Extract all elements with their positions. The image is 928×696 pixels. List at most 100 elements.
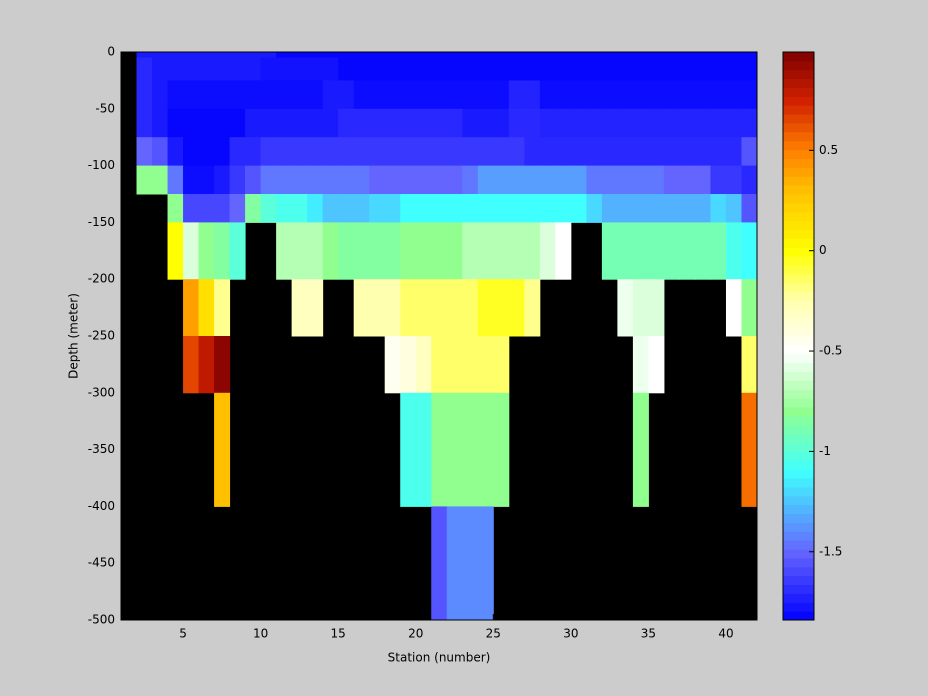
colorbar-swatch	[783, 522, 814, 532]
colorbar-tick-label: 0.5	[819, 143, 838, 157]
heatmap-cell	[741, 392, 758, 507]
colorbar-swatch	[783, 114, 814, 124]
heatmap-cell	[508, 165, 525, 195]
heatmap-cell	[632, 57, 649, 81]
colorbar-swatch	[783, 344, 814, 355]
heatmap-cell	[462, 392, 479, 507]
heatmap-cell	[260, 57, 277, 81]
colorbar-swatch	[783, 407, 814, 417]
heatmap-cell	[586, 57, 603, 81]
heatmap-cell	[400, 165, 417, 195]
heatmap-cell	[245, 52, 262, 59]
heatmap-cell	[508, 80, 525, 110]
heatmap-cell	[477, 194, 494, 223]
heatmap-cell	[276, 57, 293, 81]
heatmap-cell	[601, 57, 618, 81]
heatmap-cell	[400, 336, 417, 394]
heatmap-cell	[632, 137, 649, 167]
heatmap-cell	[741, 165, 758, 195]
heatmap-cell	[524, 194, 541, 223]
heatmap-cell	[167, 57, 184, 81]
heatmap-cell	[477, 137, 494, 167]
heatmap-cell	[400, 392, 417, 507]
heatmap-cell	[648, 222, 665, 280]
heatmap-cell	[229, 108, 246, 138]
heatmap-cell	[400, 194, 417, 223]
heatmap-cell	[741, 57, 758, 81]
colorbar-tick-label: 0	[819, 243, 827, 257]
heatmap-cell	[539, 57, 556, 81]
heatmap-cell	[338, 80, 355, 110]
heatmap-cell	[431, 336, 448, 394]
heatmap-cell	[384, 108, 401, 138]
heatmap-cell	[446, 57, 463, 81]
heatmap-cell	[741, 108, 758, 138]
heatmap-cell	[725, 57, 742, 81]
heatmap-cell	[648, 137, 665, 167]
heatmap-cell	[679, 137, 696, 167]
heatmap-cell	[632, 52, 649, 59]
colorbar-frame	[782, 51, 815, 621]
heatmap-cell	[679, 57, 696, 81]
heatmap-cell	[524, 279, 541, 337]
heatmap-cell	[167, 52, 184, 59]
heatmap-cell	[508, 137, 525, 167]
colorbar-swatch	[783, 584, 814, 594]
y-tick-label: -100	[88, 158, 115, 172]
heatmap-cell	[725, 108, 742, 138]
colorbar-swatch	[783, 273, 814, 284]
heatmap-cell	[183, 222, 200, 280]
colorbar-swatch	[783, 300, 814, 310]
x-tick-label: 25	[486, 627, 501, 641]
heatmap-cell	[617, 194, 634, 223]
colorbar-swatch	[783, 123, 814, 133]
x-tick-label: 10	[253, 627, 268, 641]
heatmap-cell	[477, 108, 494, 138]
heatmap-cell	[260, 165, 277, 195]
colorbar-swatch	[783, 504, 814, 514]
heatmap-cell	[400, 222, 417, 280]
heatmap-cell	[570, 80, 587, 110]
heatmap-cell	[167, 137, 184, 167]
heatmap-cell	[183, 137, 200, 167]
heatmap-cell	[384, 336, 401, 394]
heatmap-cell	[462, 137, 479, 167]
colorbar-swatch	[783, 442, 814, 452]
heatmap-cell	[617, 108, 634, 138]
heatmap-cell	[152, 165, 169, 195]
colorbar-swatch	[783, 336, 814, 346]
heatmap-cell	[415, 194, 432, 223]
heatmap-cell	[617, 52, 634, 59]
y-tick-label: -250	[88, 329, 115, 343]
colorbar-swatch	[783, 158, 814, 168]
colorbar-swatch	[783, 460, 814, 470]
heatmap-cell	[291, 57, 308, 81]
heatmap-cell	[400, 137, 417, 167]
heatmap-cell	[214, 108, 231, 138]
heatmap-cell	[291, 222, 308, 280]
heatmap-cell	[229, 137, 246, 167]
heatmap-cell	[632, 279, 649, 337]
heatmap-cell	[307, 80, 324, 110]
colorbar-swatch	[783, 557, 814, 568]
heatmap-cell	[167, 222, 184, 280]
heatmap-cell	[307, 137, 324, 167]
colorbar-swatch	[783, 291, 814, 301]
colorbar-swatch	[783, 362, 814, 372]
heatmap-cell	[446, 279, 463, 337]
heatmap-cell	[694, 194, 711, 223]
heatmap-cell	[648, 108, 665, 138]
heatmap-cell	[431, 52, 448, 59]
heatmap-cell	[198, 279, 215, 337]
heatmap-cell	[214, 52, 231, 59]
heatmap-cell	[369, 108, 386, 138]
colorbar-swatch	[783, 415, 814, 426]
heatmap-cell	[524, 137, 541, 167]
heatmap-cell	[276, 108, 293, 138]
colorbar-swatch	[783, 593, 814, 603]
heatmap-cell	[214, 137, 231, 167]
x-tick-label: 15	[331, 627, 346, 641]
heatmap-cell	[322, 57, 339, 81]
heatmap-cell	[322, 52, 339, 59]
